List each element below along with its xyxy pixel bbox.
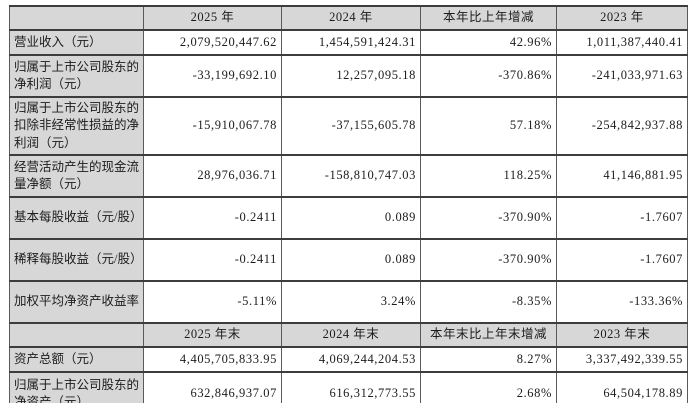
value-2024: 3.24% [281,280,421,324]
table-row-diluted-eps: 稀释每股收益（元/股） -0.2411 0.089 -370.90% -1.76… [9,238,688,282]
value-change: -8.35% [420,280,557,324]
value-change: 2.68% [420,371,557,403]
value-2023: -1.7607 [556,196,688,240]
table-row-weighted-avg-roe: 加权平均净资产收益率 -5.11% 3.24% -8.35% -133.36% [9,280,688,324]
col-header-2024: 2024 年 [281,5,421,31]
table-row-operating-cash-flow: 经营活动产生的现金流量净额（元） 28,976,036.71 -158,810,… [9,154,688,198]
col-header-2023-end: 2023 年末 [556,322,688,348]
col-header-2024-end: 2024 年末 [281,322,421,348]
value-2023: 1,011,387,440.41 [556,29,688,56]
row-label: 资产总额（元） [9,346,144,373]
value-2023: -254,842,937.88 [556,96,688,156]
value-change: -370.90% [420,238,557,282]
value-2024: 4,069,244,204.53 [281,346,421,373]
value-change: -370.90% [420,196,557,240]
value-2023: -133.36% [556,280,688,324]
value-2025: 4,405,705,833.95 [143,346,282,373]
value-2025: -0.2411 [143,196,282,240]
value-2023: -1.7607 [556,238,688,282]
value-2025: -15,910,067.78 [143,96,282,156]
value-change: 8.27% [420,346,557,373]
col-header-2025: 2025 年 [143,5,282,31]
row-label: 归属于上市公司股东的扣除非经常性损益的净利润（元） [9,96,144,156]
row-label: 加权平均净资产收益率 [9,280,144,324]
period-header-row: 2025 年 2024 年 本年比上年增减 2023 年 [9,5,688,31]
period-end-header-row: 2025 年末 2024 年末 本年末比上年末增减 2023 年末 [9,322,688,348]
corner-cell [9,322,144,348]
table-row-net-assets: 归属于上市公司股东的净资产（元） 632,846,937.07 616,312,… [9,371,688,403]
col-header-yoy-change: 本年比上年增减 [420,5,557,31]
col-header-2023: 2023 年 [556,5,688,31]
value-2025: 2,079,520,447.62 [143,29,282,56]
row-label: 经营活动产生的现金流量净额（元） [9,154,144,198]
value-change: -370.86% [420,54,557,98]
table-row-basic-eps: 基本每股收益（元/股） -0.2411 0.089 -370.90% -1.76… [9,196,688,240]
financial-summary-table: 2025 年 2024 年 本年比上年增减 2023 年 营业收入（元） 2,0… [9,5,688,403]
table-row-total-assets: 资产总额（元） 4,405,705,833.95 4,069,244,204.5… [9,346,688,373]
value-2023: 3,337,492,339.55 [556,346,688,373]
value-2024: 1,454,591,424.31 [281,29,421,56]
row-label: 基本每股收益（元/股） [9,196,144,240]
col-header-2025-end: 2025 年末 [143,322,282,348]
table-row-net-profit-excl-nonrecurring: 归属于上市公司股东的扣除非经常性损益的净利润（元） -15,910,067.78… [9,96,688,156]
value-2024: -158,810,747.03 [281,154,421,198]
value-2023: 64,504,178.89 [556,371,688,403]
value-change: 118.25% [420,154,557,198]
table-row-revenue: 营业收入（元） 2,079,520,447.62 1,454,591,424.3… [9,29,688,56]
corner-cell [9,5,144,31]
value-2024: 0.089 [281,196,421,240]
value-2025: -5.11% [143,280,282,324]
value-change: 42.96% [420,29,557,56]
value-2024: 12,257,095.18 [281,54,421,98]
value-2025: 28,976,036.71 [143,154,282,198]
value-2023: -241,033,971.63 [556,54,688,98]
value-2024: -37,155,605.78 [281,96,421,156]
table-row-net-profit: 归属于上市公司股东的净利润（元） -33,199,692.10 12,257,0… [9,54,688,98]
row-label: 营业收入（元） [9,29,144,56]
value-2025: -33,199,692.10 [143,54,282,98]
value-2025: 632,846,937.07 [143,371,282,403]
value-2024: 0.089 [281,238,421,282]
row-label: 归属于上市公司股东的净利润（元） [9,54,144,98]
row-label: 稀释每股收益（元/股） [9,238,144,282]
value-2024: 616,312,773.55 [281,371,421,403]
col-header-yoy-end-change: 本年末比上年末增减 [420,322,557,348]
value-2023: 41,146,881.95 [556,154,688,198]
value-2025: -0.2411 [143,238,282,282]
value-change: 57.18% [420,96,557,156]
row-label: 归属于上市公司股东的净资产（元） [9,371,144,403]
